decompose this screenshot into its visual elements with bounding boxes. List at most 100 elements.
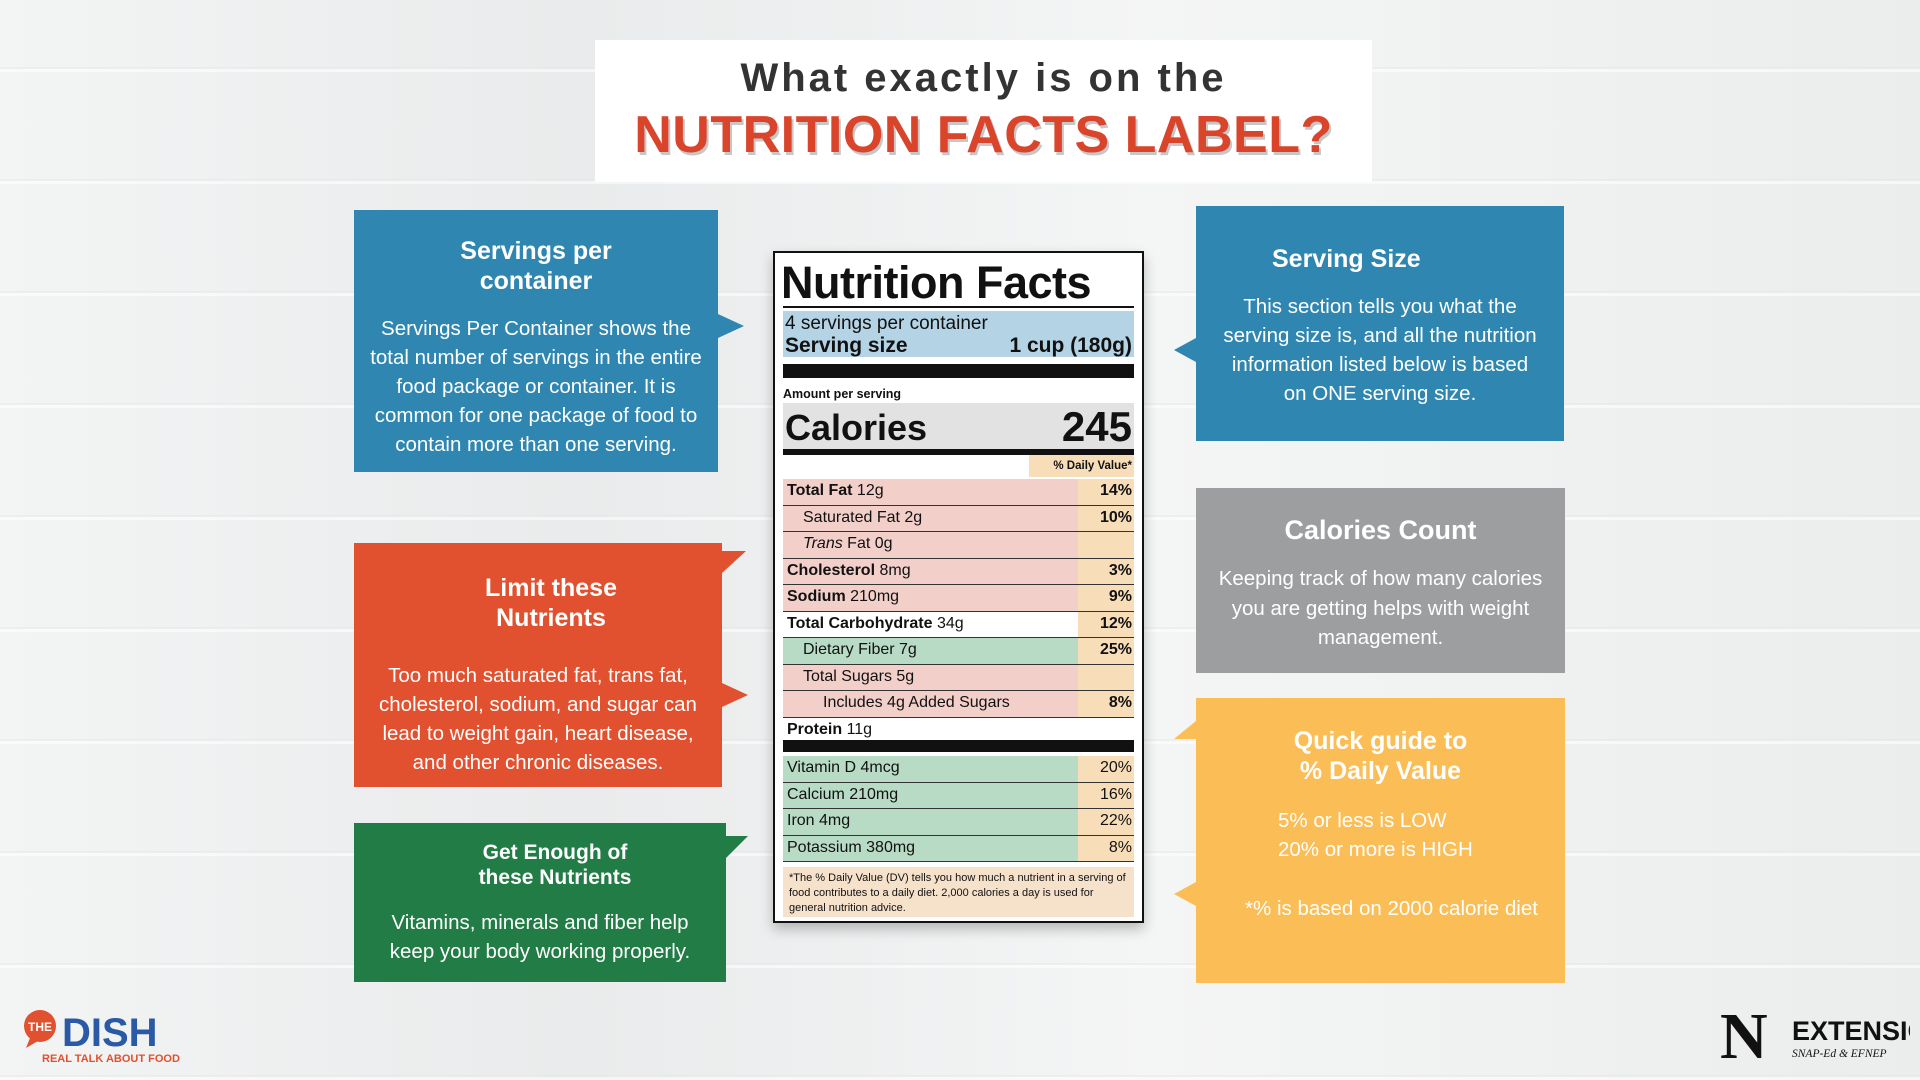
limit-pointer-mid [722, 683, 748, 707]
the-dish-logo: THE DISH REAL TALK ABOUT FOOD [22, 1010, 192, 1071]
nutrient-amount: 12g [852, 482, 884, 499]
n-logo-icon: N [1720, 1002, 1768, 1064]
servings-body: Servings Per Container shows the total n… [370, 317, 702, 457]
serving-size-label: Serving size [785, 334, 908, 357]
servings-pointer [718, 314, 744, 338]
calories-heading: Calories Count [1284, 515, 1477, 545]
nutrient-name: Total Carbohydrate 34g [785, 615, 1068, 636]
servings-callout: Servings per container Servings Per Cont… [354, 210, 718, 472]
nutrition-facts-label: Nutrition Facts 4 servings per container… [773, 251, 1144, 923]
the-dish-logo-graphic: THE DISH REAL TALK ABOUT FOOD [24, 1010, 180, 1065]
nutrient-name-bold: Total Carbohydrate [787, 614, 933, 632]
title-rule [783, 306, 1134, 308]
dv-note: *% is based on 2000 calorie diet [1245, 897, 1538, 921]
nutrient-percent: 9% [1108, 588, 1132, 605]
nutrient-name: Trans Fat 0g [785, 535, 1068, 556]
daily-value-header: % Daily Value* [1029, 455, 1134, 477]
vitamin-percent: 16% [1099, 785, 1132, 803]
vitamin-row: Vitamin D 4mcg 20% [783, 756, 1134, 783]
vitamin-percent: 22% [1099, 812, 1132, 829]
title-line-2: NUTRITION FACTS LABEL? [634, 106, 1333, 164]
calories-callout: Calories Count Keeping track of how many… [1196, 488, 1565, 673]
nutrient-name: Total Fat 12g [785, 482, 1068, 503]
calories-label: Calories [785, 407, 928, 448]
nutrient-percent: 8% [1108, 694, 1132, 711]
calories-body: Keeping track of how many calories you a… [1218, 567, 1543, 649]
thick-rule-1 [783, 364, 1134, 378]
vitamin-row: Calcium 210mg 16% [783, 782, 1134, 809]
vitamin-row: Potassium 380mg 8% [783, 835, 1134, 862]
serving-size-callout: Serving Size This section tells you what… [1196, 206, 1564, 441]
nutrient-name: Sodium 210mg [785, 588, 1068, 609]
calories-value: 245 [1061, 403, 1132, 450]
dish-big-text: DISH [62, 1011, 158, 1055]
nutrient-name: Protein 11g [785, 721, 1068, 742]
nutrient-row: Includes 4g Added Sugars 8% [783, 691, 1134, 718]
serving-size-body: This section tells you what the serving … [1223, 295, 1537, 406]
enough-body: Vitamins, minerals and fiber help keep y… [389, 911, 691, 964]
nutrient-row: Trans Fat 0g [783, 532, 1134, 559]
vitamin-percent: 8% [1108, 838, 1132, 856]
dish-small-text: THE [28, 1020, 52, 1034]
nutrient-percent: 12% [1099, 614, 1132, 632]
nutrient-amount: 8mg [875, 561, 911, 579]
extension-logo-graphic: N EXTENSION SNAP-Ed & EFNEP [1720, 1000, 1920, 1073]
vitamin-name: Potassium 380mg [787, 838, 916, 856]
amount-per-serving: Amount per serving [783, 387, 902, 401]
nutrient-row: Total Fat 12g 14% [783, 479, 1134, 506]
nutrient-name-italic: Trans [803, 535, 843, 552]
speech-bubble-icon [24, 1010, 56, 1042]
serving-size-pointer [1174, 338, 1196, 362]
title-line-1: What exactly is on the [740, 56, 1227, 100]
dv-callout: Quick guide to % Daily Value 5% or less … [1196, 698, 1565, 983]
dv-heading: Quick guide to % Daily Value [1293, 727, 1468, 785]
serving-size-value: 1 cup (180g) [1009, 334, 1132, 357]
limit-callout: Limit these Nutrients Too much saturated… [354, 543, 722, 787]
dv-pointer-bottom [1174, 882, 1196, 906]
footnote: *The % Daily Value (DV) tells you how mu… [783, 867, 1134, 917]
vitamin-row: Iron 4mg 22% [783, 809, 1134, 836]
nutrient-row: Total Carbohydrate 34g 12% [783, 611, 1134, 638]
nutrient-amount: 210mg [845, 588, 900, 605]
nutrient-amount: Saturated Fat 2g [803, 508, 923, 526]
nutrient-row: Saturated Fat 2g 10% [783, 505, 1134, 532]
vitamin-name: Vitamin D 4mcg [787, 759, 900, 776]
extension-sub: SNAP-Ed & EFNEP [1792, 1048, 1887, 1060]
dv-low: 5% or less is LOW [1278, 809, 1447, 832]
nutrient-name: Total Sugars 5g [785, 668, 1068, 689]
enough-heading: Get Enough of these Nutrients [478, 841, 632, 890]
nutrient-name-bold: Sodium [787, 588, 846, 605]
nutrient-name-bold: Total Fat [787, 482, 853, 499]
nutrient-row: Dietary Fiber 7g 25% [783, 638, 1134, 665]
servings-heading: Servings per container [460, 237, 612, 295]
vitamin-name: Iron 4mg [787, 812, 851, 829]
calories-section: Calories 245 [783, 403, 1134, 450]
dish-tagline: REAL TALK ABOUT FOOD [42, 1053, 180, 1065]
nutrient-name-bold: Cholesterol [787, 561, 876, 579]
nutrient-percent: 10% [1099, 508, 1132, 526]
dv-pointer-top [1174, 721, 1196, 739]
enough-callout: Get Enough of these Nutrients Vitamins, … [354, 823, 726, 982]
vitamin-name: Calcium 210mg [787, 785, 899, 803]
nutrient-percent: 14% [1099, 482, 1132, 499]
nutrient-name-bold: Protein [787, 720, 843, 738]
limit-heading: Limit these Nutrients [485, 574, 617, 632]
nutrient-row: Total Sugars 5g [783, 664, 1134, 691]
serving-section: 4 servings per container Serving size 1 … [783, 311, 1134, 357]
serving-size-heading: Serving Size [1272, 245, 1421, 273]
nutrient-amount: Dietary Fiber 7g [803, 641, 917, 658]
limit-pointer-top [722, 551, 746, 573]
limit-body: Too much saturated fat, trans fat, chole… [379, 664, 697, 775]
nutrient-percent: 3% [1108, 561, 1132, 579]
nutrient-row: Cholesterol 8mg 3% [783, 558, 1134, 585]
thick-rule-2 [783, 449, 1134, 455]
nutrient-name: Saturated Fat 2g [785, 509, 1068, 530]
nutrient-name: Cholesterol 8mg [785, 562, 1068, 583]
extension-logo: N EXTENSION SNAP-Ed & EFNEP [1720, 1000, 1920, 1073]
nutrient-amount: 11g [842, 720, 873, 738]
nutrient-amount: 34g [932, 614, 964, 632]
nutrient-percent: 25% [1099, 641, 1132, 658]
dv-high: 20% or more is HIGH [1278, 838, 1473, 862]
enough-pointer [726, 836, 748, 858]
thick-rule-3 [783, 740, 1134, 752]
